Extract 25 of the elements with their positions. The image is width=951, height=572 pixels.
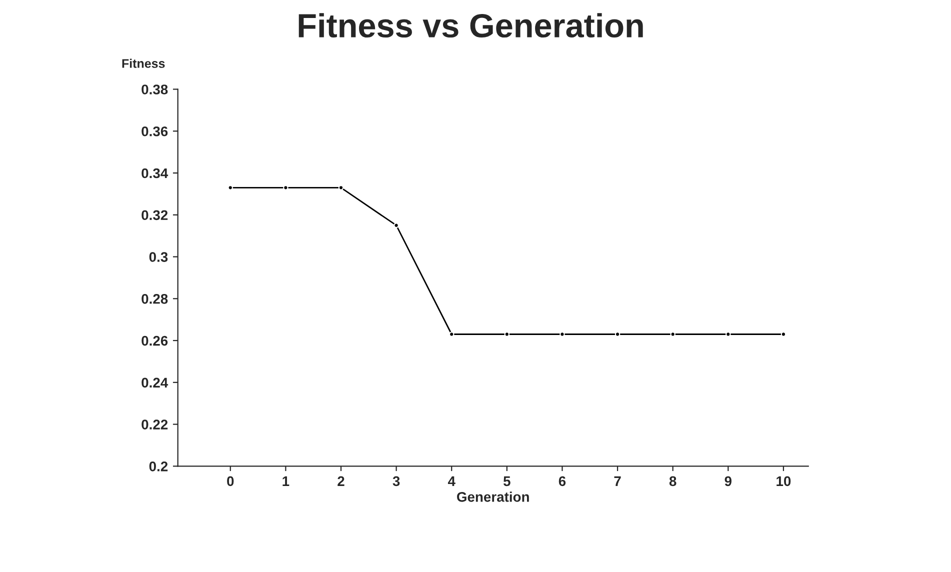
x-axis-title: Generation [457,492,529,502]
x-tick-label: 9 [724,476,732,486]
y-tick-label: 0.32 [142,210,168,220]
y-tick-label: 0.34 [142,168,168,178]
y-tick-label: 0.38 [142,84,168,94]
y-tick-label: 0.26 [142,336,168,346]
point [394,222,399,228]
y-tick-label: 0.28 [142,294,168,304]
x-tick-label: 3 [392,476,400,486]
y-tick-label: 0.2 [149,462,168,472]
x-tick-label: 7 [614,476,621,486]
x-tick-label: 8 [669,476,676,486]
y-tick-label: 0.36 [142,126,168,136]
y-tick-label: 0.22 [142,420,168,430]
x-tick-label: 4 [448,476,456,486]
y-axis-title: Fitness [122,58,165,68]
x-tick-label: 2 [338,476,344,486]
y-tick-label: 0.24 [142,378,168,388]
chart-title: Fitness vs Generation [298,13,643,38]
y-tick-label: 0.3 [149,252,168,262]
x-tick-label: 0 [227,476,234,486]
x-tick-label: 5 [503,476,510,486]
x-tick-label: 10 [776,476,791,486]
x-tick-label: 1 [282,476,290,486]
x-tick-label: 6 [558,476,566,486]
